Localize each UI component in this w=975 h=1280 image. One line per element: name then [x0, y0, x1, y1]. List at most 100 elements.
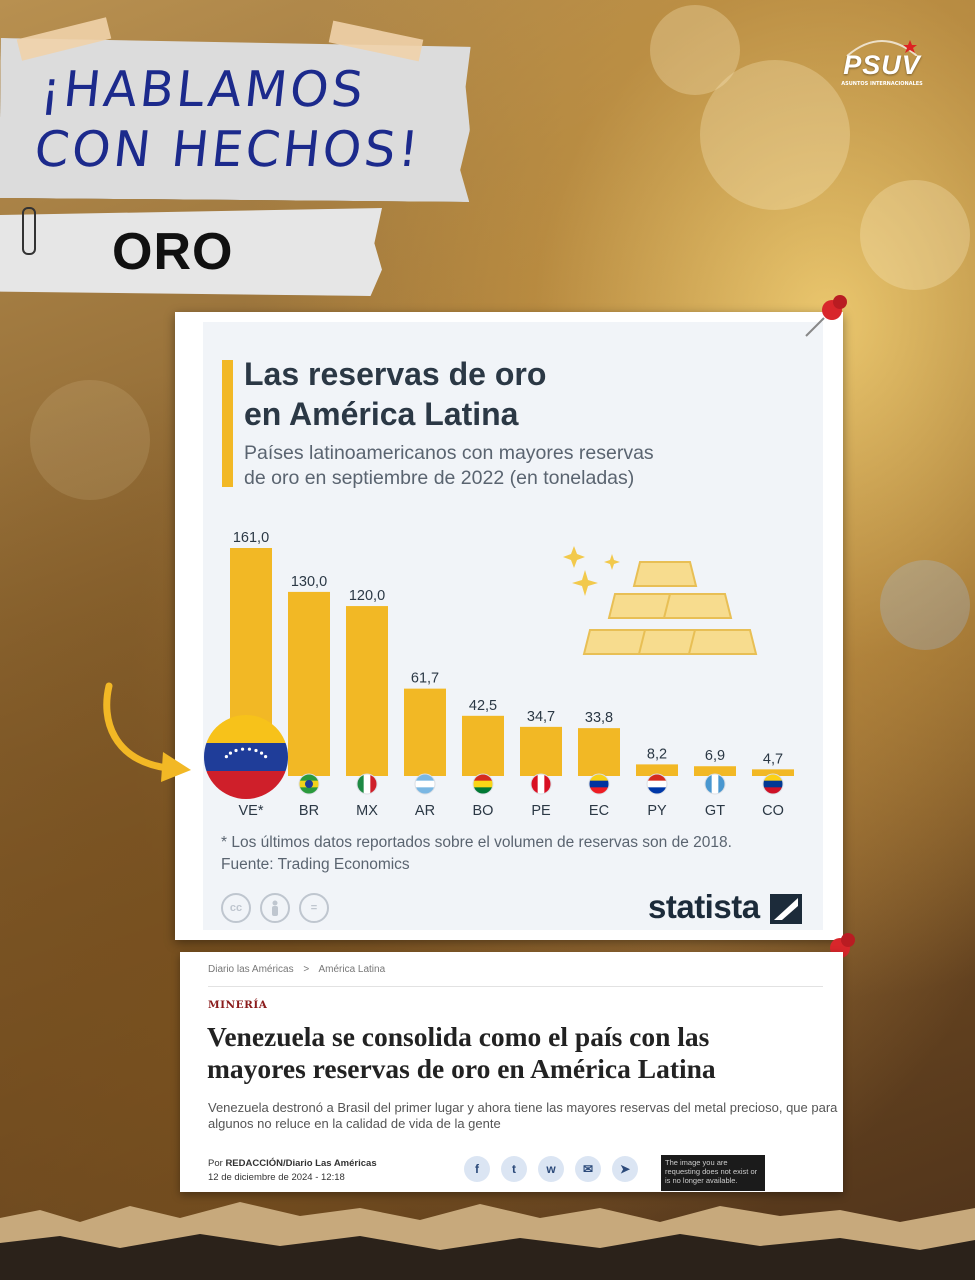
flag-star-icon: [264, 755, 268, 759]
value-label-br: 130,0: [291, 574, 327, 590]
value-label-ar: 61,7: [411, 671, 439, 687]
flag-star-icon: [259, 751, 264, 755]
flag-star-icon: [254, 748, 258, 753]
email-icon[interactable]: ✉: [575, 1156, 601, 1182]
chart-footnote: * Los últimos datos reportados sobre el …: [221, 832, 732, 876]
flag-py-icon: [646, 773, 668, 795]
flag-bo-icon: [472, 773, 494, 795]
article-headline: Venezuela se consolida como el país con …: [207, 1021, 827, 1085]
category-label-co: CO: [762, 803, 784, 819]
category-label-mx: MX: [356, 803, 378, 819]
divider: [208, 986, 823, 987]
article-summary: Venezuela destronó a Brasil del primer l…: [208, 1100, 838, 1131]
category-label-ar: AR: [415, 803, 435, 819]
value-label-bo: 42,5: [469, 698, 497, 714]
flag-star-icon: [234, 748, 238, 753]
section-tag[interactable]: MINERÍA: [208, 999, 268, 1011]
flag-ec-icon: [588, 773, 610, 795]
value-label-ec: 33,8: [585, 710, 613, 726]
venezuela-flag-icon: [204, 715, 288, 799]
bar-chart: 161,0 130,0 120,0 61,7 42,5 34,7 33,8 8,2 6,9 4,7…: [230, 530, 794, 819]
value-label-pe: 34,7: [527, 709, 555, 725]
chart-title: Las reservas de oro en América Latina: [244, 354, 684, 434]
telegram-icon[interactable]: ➤: [612, 1156, 638, 1182]
breadcrumb: Diario las Américas > América Latina: [208, 964, 392, 975]
footnote-text: * Los últimos datos reportados sobre el …: [221, 834, 732, 851]
pointer-arrow-group: [103, 682, 288, 799]
chart-card: [175, 312, 843, 940]
creative-commons-icon: cc: [221, 893, 251, 923]
flag-br-icon: [298, 773, 320, 795]
title-accent-bar: [222, 360, 233, 487]
flag-gt-icon: [704, 773, 726, 795]
byline: Por REDACCIÓN/Diario Las Américas 12 de …: [208, 1157, 377, 1185]
arrow-icon: [103, 682, 171, 772]
slogan: ¡HABLAMOS CON HECHOS!: [32, 60, 465, 180]
bar-br: [288, 591, 330, 776]
twitter-icon[interactable]: t: [501, 1156, 527, 1182]
category-label-bo: BO: [473, 803, 494, 819]
flag-star-icon: [247, 747, 252, 751]
bar-ec: [578, 728, 620, 776]
chart-title-line-2: en América Latina: [244, 396, 519, 432]
article-date: 12 de diciembre de 2024 - 12:18: [208, 1172, 345, 1183]
flag-star-icon: [228, 751, 233, 755]
chart-title-line-1: Las reservas de oro: [244, 356, 547, 392]
logo-subtitle: ASUNTOS INTERNACIONALES: [841, 81, 923, 87]
breadcrumb-separator: >: [303, 964, 310, 975]
globe-icon: [846, 40, 918, 56]
image-unavailable-placeholder: The image you are requesting does not ex…: [661, 1155, 765, 1191]
statista-brand: statista: [648, 888, 760, 925]
category-label-br: BR: [299, 803, 319, 819]
no-derivatives-icon: =: [299, 893, 329, 923]
chart-subtitle: Países latinoamericanos con mayores rese…: [244, 441, 714, 491]
license-icons: cc =: [221, 893, 329, 923]
push-pin-icon: [805, 295, 847, 337]
value-label-py: 8,2: [647, 746, 667, 762]
gold-bars-icon: [563, 546, 758, 655]
slogan-line-1: ¡HABLAMOS: [38, 61, 369, 118]
bar-mx: [346, 606, 388, 776]
flag-co-icon: [762, 773, 784, 795]
category-label-gt: GT: [705, 803, 725, 819]
statista-logo-icon: [770, 894, 802, 924]
headline-line-2: mayores reservas de oro en América Latin…: [207, 1053, 716, 1084]
psuv-logo: PSUV ASUNTOS INTERNACIONALES: [832, 36, 932, 96]
chart-subtitle-line-1: Países latinoamericanos con mayores rese…: [244, 442, 654, 464]
topic-title: ORO: [112, 223, 234, 281]
flag-star-icon: [224, 755, 228, 759]
category-label-pe: PE: [531, 803, 551, 819]
flag-ar-icon: [414, 773, 436, 795]
category-label-ec: EC: [589, 803, 609, 819]
torn-paper-bottom: [0, 1202, 975, 1280]
slogan-line-2: CON HECHOS!: [31, 121, 425, 178]
flag-mx-icon: [356, 773, 378, 795]
logo-name: PSUV: [843, 50, 921, 80]
value-label-co: 4,7: [763, 751, 783, 767]
whatsapp-icon[interactable]: w: [538, 1156, 564, 1182]
bar-gt: [694, 766, 736, 776]
chart-subtitle-line-2: de oro en septiembre de 2022 (en tonelad…: [244, 467, 635, 489]
bar-bo: [462, 715, 504, 776]
facebook-icon[interactable]: f: [464, 1156, 490, 1182]
news-article-card: Diario las Américas > América Latina MIN…: [180, 952, 843, 1192]
share-buttons: f t w ✉ ➤: [464, 1156, 638, 1182]
arrow-head-icon: [161, 752, 191, 782]
attribution-icon: [260, 893, 290, 923]
bar-ar: [404, 688, 446, 776]
headline-line-1: Venezuela se consolida como el país con …: [207, 1021, 710, 1052]
value-label-gt: 6,9: [705, 748, 725, 764]
bar-co: [752, 769, 794, 776]
category-label-ve: VE*: [239, 803, 264, 819]
paperclip-icon: [22, 207, 36, 255]
byline-prefix: Por: [208, 1158, 226, 1169]
flag-pe-icon: [530, 773, 552, 795]
breadcrumb-home[interactable]: Diario las Américas: [208, 964, 294, 975]
category-label-py: PY: [647, 803, 667, 819]
byline-author[interactable]: REDACCIÓN/Diario Las Américas: [225, 1158, 377, 1169]
topic-paper-strip: [0, 208, 382, 296]
source-text: Fuente: Trading Economics: [221, 856, 410, 873]
breadcrumb-section[interactable]: América Latina: [318, 964, 386, 975]
value-label-ve: 161,0: [233, 530, 269, 546]
value-label-mx: 120,0: [349, 588, 385, 604]
